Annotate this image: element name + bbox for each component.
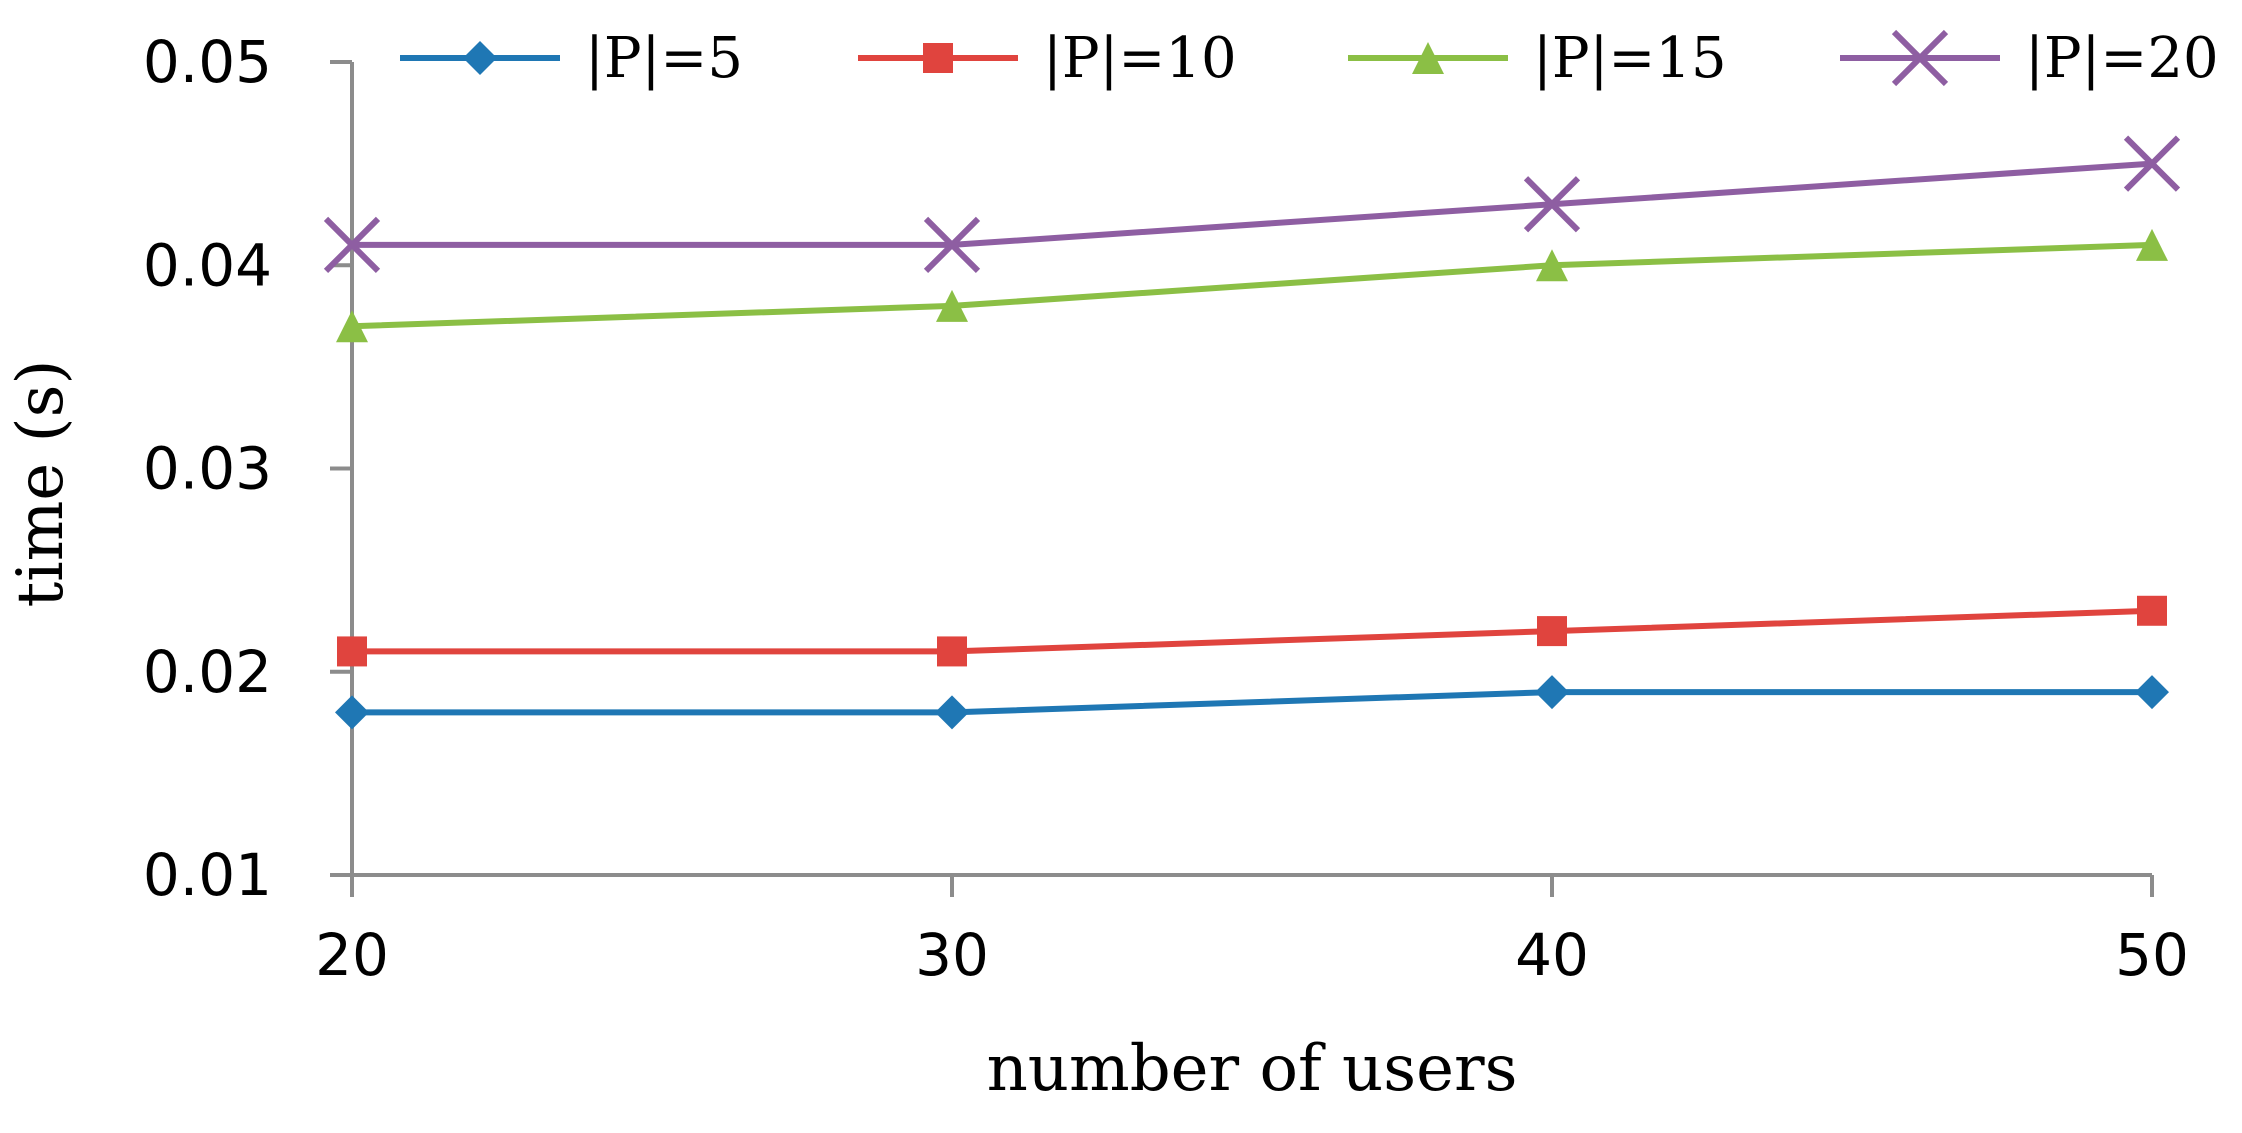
series-3 <box>336 228 2168 343</box>
legend-marker <box>463 41 497 75</box>
data-point-marker <box>2123 135 2181 192</box>
legend-label: |P|=20 <box>2025 26 2219 91</box>
x-tick-label: 30 <box>915 921 989 989</box>
x-tick-label: 40 <box>1515 921 1589 989</box>
data-point-marker <box>1523 176 1581 233</box>
data-point-marker <box>1535 675 1569 710</box>
data-point-marker <box>336 310 368 343</box>
legend-label: |P|=5 <box>585 26 743 91</box>
y-tick-label: 0.01 <box>143 841 272 909</box>
legend-label: |P|=15 <box>1533 26 1727 91</box>
y-tick-label: 0.03 <box>143 435 272 503</box>
legend-item: |P|=15 <box>1348 26 1727 91</box>
legend: |P|=5 |P|=10 |P|=15 |P|=20 <box>400 26 2219 91</box>
data-point-marker <box>323 216 381 274</box>
x-tick-label: 50 <box>2115 921 2189 989</box>
legend-item: |P|=5 <box>400 26 743 91</box>
y-axis-ticks: 0.01 0.02 0.03 0.04 0.05 <box>143 28 352 909</box>
y-tick-label: 0.05 <box>143 28 272 96</box>
y-tick-label: 0.04 <box>143 231 272 299</box>
series-4 <box>323 135 2181 274</box>
data-point-marker <box>923 216 981 274</box>
data-point-marker <box>1536 249 1568 282</box>
x-tick-label: 20 <box>315 921 389 989</box>
series-line <box>352 607 2153 655</box>
data-point-marker <box>337 636 367 667</box>
data-point-marker <box>335 695 369 730</box>
y-axis-title: time (s) <box>4 360 78 608</box>
legend-label: |P|=10 <box>1043 26 1237 91</box>
legend-item: |P|=20 <box>1840 26 2219 91</box>
series-line <box>351 241 2153 330</box>
series-2 <box>337 595 2167 667</box>
data-point-marker <box>936 289 968 322</box>
series-1 <box>335 675 2169 730</box>
series-line <box>352 160 2153 248</box>
series-layer <box>323 135 2181 730</box>
data-point-marker <box>2136 228 2168 261</box>
legend-marker <box>923 43 953 73</box>
data-point-marker <box>1537 616 1567 647</box>
data-point-marker <box>937 636 967 667</box>
data-point-marker <box>935 695 969 730</box>
y-tick-label: 0.02 <box>143 638 272 706</box>
legend-item: |P|=10 <box>858 26 1237 91</box>
x-axis-title: number of users <box>987 1032 1518 1106</box>
data-point-marker <box>2137 595 2167 626</box>
series-line <box>352 689 2152 716</box>
x-axis-ticks: 20 30 40 50 <box>315 875 2189 989</box>
data-point-marker <box>2135 675 2169 710</box>
legend-marker <box>1891 29 1949 87</box>
legend-marker <box>1412 42 1444 74</box>
